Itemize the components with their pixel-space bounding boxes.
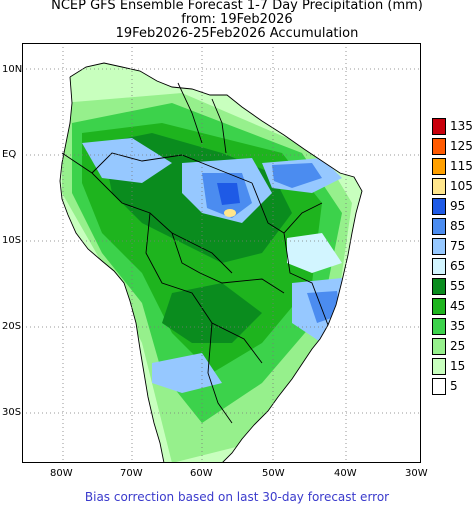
map-title-line3: 19Feb2026-25Feb2026 Accumulation xyxy=(115,26,359,41)
lon-label-70w: 70W xyxy=(120,468,143,479)
lat-label-30s: 30S xyxy=(2,407,22,418)
graticule xyxy=(22,43,421,463)
lon-label-40w: 40W xyxy=(334,468,357,479)
legend-swatch-125 xyxy=(432,138,446,155)
legend-swatch-135 xyxy=(432,118,446,135)
legend-label-5: 5 xyxy=(450,379,458,393)
legend-label-65: 65 xyxy=(450,259,466,273)
legend-label-45: 45 xyxy=(450,299,466,313)
lon-label-30w: 30W xyxy=(405,468,428,479)
lat-label-20s: 20S xyxy=(2,321,22,332)
legend-swatch-105 xyxy=(432,178,446,195)
map-title-line1: NCEP GFS Ensemble Forecast 1-7 Day Preci… xyxy=(51,0,423,13)
legend-label-35: 35 xyxy=(450,319,466,333)
legend-label-15: 15 xyxy=(450,359,466,373)
lon-label-80w: 80W xyxy=(50,468,73,479)
legend-swatch-85 xyxy=(432,218,446,235)
legend-swatch-35 xyxy=(432,318,446,335)
legend-label-55: 55 xyxy=(450,279,466,293)
legend-swatch-75 xyxy=(432,238,446,255)
lon-label-60w: 60W xyxy=(190,468,213,479)
bias-correction-note: Bias correction based on last 30-day for… xyxy=(84,490,390,504)
legend-label-75: 75 xyxy=(450,239,466,253)
legend-swatch-65 xyxy=(432,258,446,275)
legend-swatch-55 xyxy=(432,278,446,295)
legend-swatch-45 xyxy=(432,298,446,315)
legend-swatch-25 xyxy=(432,338,446,355)
coastline-borders xyxy=(59,62,363,463)
legend-label-115: 115 xyxy=(450,159,473,173)
legend-swatch-15 xyxy=(432,358,446,375)
map-border xyxy=(22,43,421,463)
legend-swatch-95 xyxy=(432,198,446,215)
lat-label-eq: EQ xyxy=(2,149,17,160)
legend-swatch-5 xyxy=(432,378,446,395)
lat-label-10s: 10S xyxy=(2,235,22,246)
legend-label-85: 85 xyxy=(450,219,466,233)
legend-label-25: 25 xyxy=(450,339,466,353)
legend-label-125: 125 xyxy=(450,139,473,153)
lat-label-10n: 10N xyxy=(2,64,23,75)
lon-label-50w: 50W xyxy=(262,468,285,479)
legend-label-95: 95 xyxy=(450,199,466,213)
legend-label-135: 135 xyxy=(450,119,473,133)
precipitation-map xyxy=(22,43,421,463)
legend-label-105: 105 xyxy=(450,179,473,193)
map-title-line2: from: 19Feb2026 xyxy=(181,12,293,27)
legend-swatch-115 xyxy=(432,158,446,175)
